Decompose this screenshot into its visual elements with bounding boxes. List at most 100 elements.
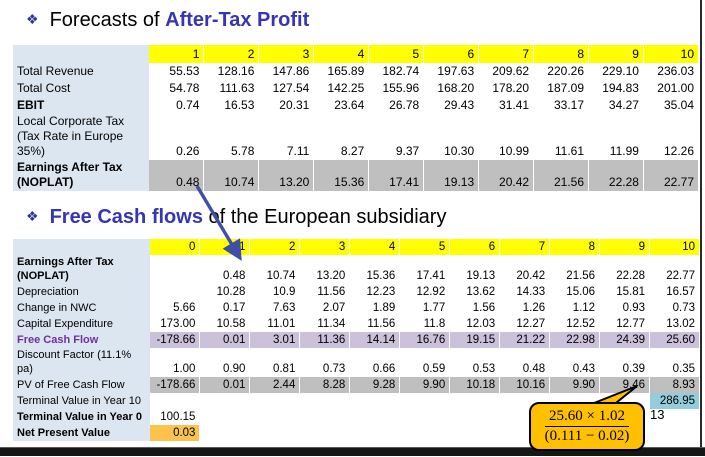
table-cell: 0.93 [599, 300, 651, 316]
table-cell: 23.64 [313, 97, 370, 114]
table-cell [150, 255, 201, 284]
after-tax-profit-table: 1 2 3 4 5 6 7 8 9 10 Total Revenue 55.53 128.16 147.8… [13, 45, 700, 191]
table-cell: 286.95 [649, 393, 700, 409]
column-header-cell: 4 [349, 239, 401, 255]
table-cell: 22.77 [643, 160, 700, 191]
table-cell: 19.13 [449, 255, 501, 284]
table-cell: 165.89 [313, 63, 370, 80]
free-cash-flow-table: 0 1 2 3 4 5 6 7 8 9 10 Earnings After Tax (NOPLAT) 0… [13, 239, 700, 441]
page-number: 13 [650, 407, 665, 422]
row-label: Local Corporate Tax (Tax Rate in Europe … [13, 114, 149, 160]
table-cell: 13.20 [299, 255, 351, 284]
table-cell: 5.66 [150, 300, 201, 316]
table-cell: 11.8 [399, 316, 451, 332]
table-cell: 0.53 [449, 348, 501, 377]
table-cell: 9.28 [349, 377, 401, 393]
diamond-bullet-icon: ❖ [26, 11, 39, 27]
table-row: Earnings After Tax (NOPLAT) 0.48 10.74 13.2… [13, 255, 700, 284]
table-row: Free Cash Flow -178.66 0.01 3.01 11.36 14.14 1… [13, 332, 700, 348]
table-cell: 14.33 [499, 284, 551, 300]
table-cell: 0.73 [299, 348, 351, 377]
table-cell: 29.43 [423, 97, 480, 114]
table-cell [249, 425, 301, 441]
table-cell: 14.14 [349, 332, 401, 348]
table-cell: 5.78 [203, 114, 260, 160]
header-row: 1 2 3 4 5 6 7 8 9 10 [13, 45, 700, 63]
table-cell: 21.56 [533, 160, 589, 191]
table-cell: 9.37 [368, 114, 425, 160]
row-label: Depreciation [13, 284, 150, 300]
table-cell [399, 393, 451, 409]
table-cell: 21.56 [549, 255, 601, 284]
table-row: Total Cost 54.78 111.63 127.54 142.25 155.96 1… [13, 80, 700, 97]
table-cell: 2.07 [299, 300, 351, 316]
table-cell: 11.56 [349, 316, 401, 332]
table-cell: 12.92 [399, 284, 451, 300]
table-cell: 26.78 [368, 97, 425, 114]
table-cell: 55.53 [149, 63, 205, 80]
row-label: Total Revenue [13, 63, 149, 80]
table-cell: 15.36 [313, 160, 370, 191]
table-cell: 178.20 [478, 80, 535, 97]
table-cell: 8.27 [313, 114, 370, 160]
table-cell [449, 425, 501, 441]
table-cell: 0.66 [349, 348, 401, 377]
slide-title-free-cash-flows: ❖ Free Cash flows of the European subsidi… [26, 206, 446, 229]
callout-numerator: 25.60 × 1.02 [545, 408, 629, 427]
table-cell: 9.90 [549, 377, 601, 393]
table-cell [399, 409, 451, 425]
table-cell: 13.20 [258, 160, 315, 191]
table-cell: 0.01 [199, 377, 251, 393]
table-cell: 24.39 [599, 332, 651, 348]
table-cell: 1.00 [150, 348, 201, 377]
table-cell: 0.48 [149, 160, 205, 191]
table-cell: 9.90 [399, 377, 451, 393]
table-cell [299, 409, 351, 425]
column-header-cell: 10 [649, 239, 700, 255]
table-cell: 1.77 [399, 300, 451, 316]
table-cell: 8.93 [649, 377, 700, 393]
table-cell: 155.96 [368, 80, 425, 97]
table-cell: 3.01 [249, 332, 301, 348]
table-cell: 0.26 [149, 114, 205, 160]
table-cell: 0.90 [199, 348, 251, 377]
table-cell: 35.04 [643, 97, 700, 114]
data-table: 1 2 3 4 5 6 7 8 9 10 Total Revenue 55.53 128.16 147.8… [13, 45, 700, 191]
table-cell: 20.42 [478, 160, 535, 191]
table-cell [449, 409, 501, 425]
table-cell: 22.28 [588, 160, 644, 191]
table-cell: 11.01 [249, 316, 301, 332]
table-cell: 142.25 [313, 80, 370, 97]
table-row: Change in NWC 5.66 0.17 7.63 2.07 1.89 1.77 1.5… [13, 300, 700, 316]
column-header-cell: 5 [399, 239, 451, 255]
table-cell [399, 425, 451, 441]
table-cell: 201.00 [643, 80, 700, 97]
table-cell: 10.58 [199, 316, 251, 332]
table-cell: 19.15 [449, 332, 501, 348]
terminal-value-formula-callout: 25.60 × 1.02 (0.111 − 0.02) [529, 402, 645, 451]
table-cell: 127.54 [258, 80, 315, 97]
table-cell [299, 425, 351, 441]
table-cell: 0.43 [549, 348, 601, 377]
column-header-cell: 10 [643, 45, 700, 63]
table-cell: 31.41 [478, 97, 535, 114]
table-cell: 33.17 [533, 97, 589, 114]
table-cell: 11.99 [588, 114, 644, 160]
column-header-cell: 1 [149, 45, 205, 63]
table-cell: 19.13 [423, 160, 480, 191]
header-row: 0 1 2 3 4 5 6 7 8 9 10 [13, 239, 700, 255]
table-cell: 220.26 [533, 63, 589, 80]
title2-highlight: Free Cash flows [49, 206, 203, 228]
table-cell [299, 393, 351, 409]
table-cell [150, 393, 201, 409]
table-cell: 12.03 [449, 316, 501, 332]
table-cell [150, 284, 201, 300]
table-cell: 16.76 [399, 332, 451, 348]
column-header-cell: 7 [499, 239, 551, 255]
table-cell: 15.81 [599, 284, 651, 300]
table-cell: 0.17 [199, 300, 251, 316]
table-row: Total Revenue 55.53 128.16 147.86 165.89 182.… [13, 63, 700, 80]
table-cell [199, 425, 251, 441]
table-cell: 11.36 [299, 332, 351, 348]
